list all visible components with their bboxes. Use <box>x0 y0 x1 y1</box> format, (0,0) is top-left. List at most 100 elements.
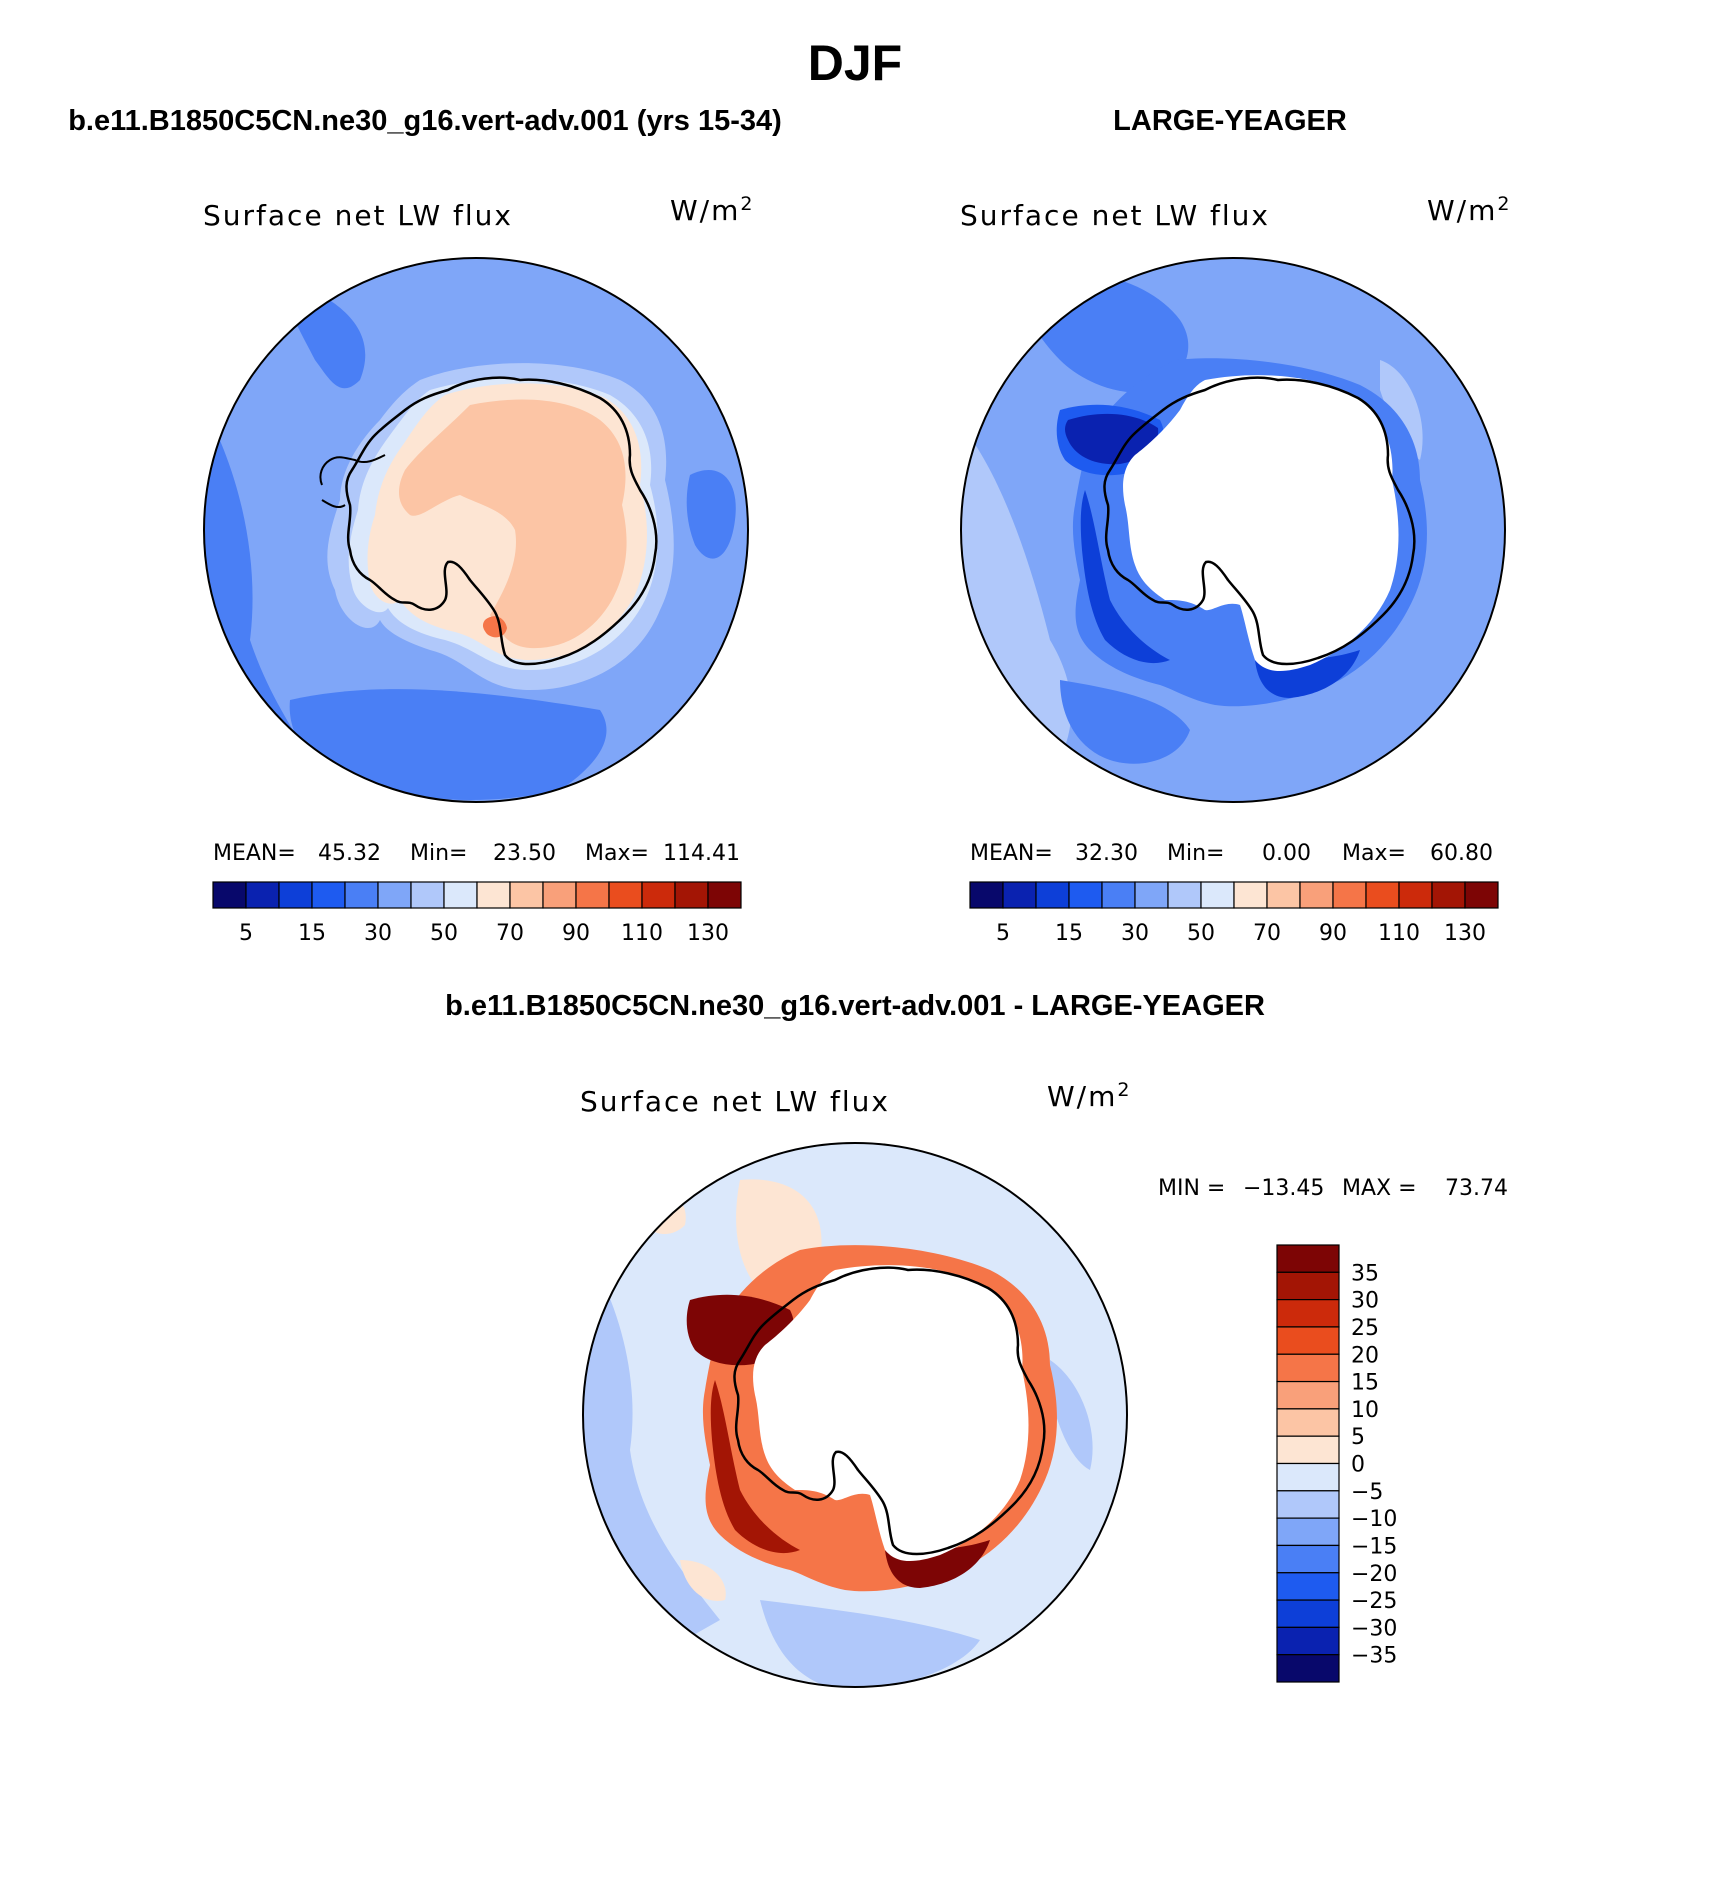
panel2-mean-value: 32.30 <box>1075 841 1138 866</box>
panel1-coastline <box>345 376 658 666</box>
panel1-mean-value: 45.32 <box>318 841 381 866</box>
colorbar-swatch <box>311 881 346 909</box>
colorbar-swatch <box>1068 881 1103 909</box>
colorbar-tick-label: 130 <box>1444 921 1486 946</box>
panel3: Surface net LW flux W/m2 MIN = −13.45 MA… <box>580 1079 1508 1688</box>
panel1-map-border <box>203 257 749 803</box>
colorbar-swatch <box>1276 1435 1340 1465</box>
colorbar-swatch <box>1002 881 1037 909</box>
panel3-header: b.e11.B1850C5CN.ne30_g16.vert-adv.001 - … <box>445 990 1265 1022</box>
colorbar-swatch <box>1276 1299 1340 1328</box>
panel1-peninsula-coast <box>319 454 386 509</box>
panel3-coastline <box>733 1266 1046 1556</box>
colorbar-tick-label: 15 <box>298 921 326 946</box>
panel3-max-value: 73.74 <box>1445 1176 1508 1201</box>
colorbar-swatch <box>969 881 1004 909</box>
panel2-units: W/m2 <box>1427 193 1512 227</box>
colorbar-swatch <box>707 881 742 909</box>
panel2-max-label: Max= <box>1342 841 1406 866</box>
main-title: DJF <box>807 35 903 91</box>
colorbar-tick-label: 35 <box>1351 1261 1379 1286</box>
colorbar-tick-label: 50 <box>430 921 458 946</box>
panel3-field-southwest-pos <box>680 1560 726 1601</box>
panel3-left-title: Surface net LW flux <box>580 1085 890 1118</box>
colorbar-swatch <box>443 881 478 909</box>
colorbar-tick-label: 50 <box>1187 921 1215 946</box>
colorbar-tick-label: 5 <box>1351 1425 1365 1450</box>
colorbar-swatch <box>1276 1599 1340 1628</box>
colorbar-tick-label: 30 <box>364 921 392 946</box>
colorbar-tick-label: −20 <box>1351 1562 1397 1587</box>
colorbar-swatch <box>1276 1244 1340 1273</box>
colorbar-tick-label: −30 <box>1351 1616 1397 1641</box>
colorbar-swatch <box>1276 1326 1340 1355</box>
panel1-colorbar <box>212 881 742 909</box>
panel2-map-border <box>960 257 1506 803</box>
colorbar-swatch <box>575 881 610 909</box>
colorbar-swatch <box>1276 1462 1340 1492</box>
panel3-units: W/m2 <box>1047 1079 1132 1113</box>
panel3-min-label: MIN = <box>1158 1176 1225 1201</box>
panel1-max-value: 114.41 <box>663 841 740 866</box>
colorbar-swatch <box>245 881 280 909</box>
colorbar-swatch <box>1101 881 1136 909</box>
colorbar-tick-label: 5 <box>239 921 253 946</box>
panel2-min-value: 0.00 <box>1262 841 1311 866</box>
colorbar-tick-label: 30 <box>1351 1289 1379 1314</box>
colorbar-swatch <box>1332 881 1367 909</box>
panel2-min-label: Min= <box>1167 841 1224 866</box>
panel1-units: W/m2 <box>670 193 755 227</box>
panel1-map <box>204 258 748 802</box>
panel2-map <box>961 258 1505 802</box>
colorbar-tick-label: 110 <box>621 921 663 946</box>
colorbar-swatch <box>1464 881 1499 909</box>
panel2-field-weddell-darkest <box>1065 413 1159 465</box>
colorbar-tick-label: 10 <box>1351 1398 1379 1423</box>
panel3-colorbar <box>1276 1244 1340 1683</box>
colorbar-tick-label: 15 <box>1055 921 1083 946</box>
colorbar-tick-label: 70 <box>496 921 524 946</box>
colorbar-swatch <box>377 881 412 909</box>
colorbar-swatch <box>1276 1380 1340 1410</box>
colorbar-swatch <box>542 881 577 909</box>
panel1-field-east-patch <box>686 470 736 559</box>
colorbar-swatch <box>608 881 643 909</box>
panel1: Surface net LW flux W/m2 MEAN= 45.32 Min… <box>203 193 755 946</box>
colorbar-swatch <box>1276 1517 1340 1547</box>
colorbar-tick-label: 5 <box>996 921 1010 946</box>
colorbar-swatch <box>212 881 247 909</box>
panel2-mean-label: MEAN= <box>970 841 1053 866</box>
panel3-field-continent-missing <box>753 1265 1029 1562</box>
colorbar-swatch <box>1276 1408 1340 1437</box>
panel1-left-title: Surface net LW flux <box>203 199 513 232</box>
panel2-max-value: 60.80 <box>1430 841 1493 866</box>
panel1-colorbar-labels: 5 15 30 50 70 90 110 130 <box>239 921 729 946</box>
colorbar-swatch <box>344 881 379 909</box>
panel2-header: LARGE-YEAGER <box>1113 105 1347 137</box>
panel2-colorbar <box>969 881 1499 909</box>
colorbar-tick-label: 90 <box>1319 921 1347 946</box>
colorbar-swatch <box>1276 1626 1340 1656</box>
panel2-field-west-coast-dark <box>1080 490 1170 664</box>
colorbar-tick-label: 15 <box>1351 1371 1379 1396</box>
panel1-mean-label: MEAN= <box>213 841 296 866</box>
colorbar-swatch <box>674 881 709 909</box>
panel2-field-south-dark <box>1060 680 1190 764</box>
panel1-max-label: Max= <box>585 841 649 866</box>
colorbar-swatch <box>1365 881 1400 909</box>
colorbar-swatch <box>410 881 445 909</box>
panel3-map <box>583 1143 1127 1687</box>
colorbar-swatch <box>1233 881 1268 909</box>
colorbar-swatch <box>1276 1271 1340 1301</box>
colorbar-swatch <box>1276 1572 1340 1601</box>
colorbar-swatch <box>1299 881 1334 909</box>
colorbar-tick-label: 0 <box>1351 1453 1365 1478</box>
panel2-field-east-patch <box>1380 360 1423 460</box>
panel3-field-south-neg <box>760 1600 980 1687</box>
panel2-colorbar-labels: 5 15 30 50 70 90 110 130 <box>996 921 1486 946</box>
panel3-field-coast-high <box>710 1380 800 1554</box>
colorbar-swatch <box>1276 1544 1340 1574</box>
panel1-field-south-band <box>289 689 607 800</box>
